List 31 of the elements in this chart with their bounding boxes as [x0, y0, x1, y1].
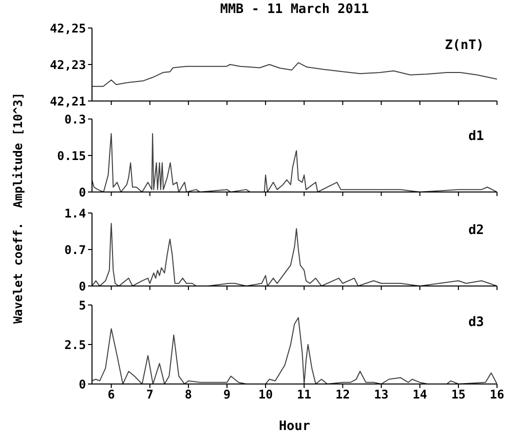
- annotation: Z(nT): [444, 38, 484, 53]
- y-tick-label: 42,25: [50, 21, 86, 36]
- x-tick-label: 8: [184, 388, 192, 402]
- annotation: d1: [468, 129, 484, 144]
- y-tick-label: 0: [78, 377, 86, 392]
- y-tick-label: 0.15: [57, 148, 86, 163]
- y-tick-label: 0.7: [64, 242, 86, 257]
- annotation: d3: [468, 315, 484, 330]
- x-tick-label: 9: [223, 388, 231, 402]
- y-tick-label: 0: [78, 279, 86, 294]
- x-tick-label: 12: [335, 388, 350, 402]
- y-tick-label: 42,21: [50, 94, 86, 108]
- y-axis-title: Wavelet coeff. Amplitude [10^3]: [11, 92, 25, 324]
- y-tick-label: 2.5: [64, 338, 86, 352]
- line-series: [92, 62, 497, 87]
- y-tick-label: 1.4: [64, 206, 86, 220]
- x-tick-label: 14: [412, 388, 428, 402]
- y-tick-label: 0: [78, 185, 86, 200]
- y-tick-label: 42,23: [50, 58, 86, 72]
- x-tick-label: 11: [296, 388, 312, 402]
- x-tick-label: 7: [146, 388, 154, 402]
- chart-title: MMB - 11 March 2011: [219, 2, 370, 17]
- annotation: d2: [468, 223, 484, 238]
- x-tick-label: 16: [490, 388, 504, 402]
- x-tick-label: 6: [108, 388, 115, 402]
- y-tick-label: 5: [78, 298, 86, 312]
- x-tick-label: 10: [258, 388, 273, 402]
- x-tick-label: 15: [451, 388, 466, 402]
- x-tick-label: 13: [374, 388, 389, 402]
- y-tick-label: 0.3: [64, 112, 86, 126]
- x-axis-title: Hour: [278, 419, 310, 434]
